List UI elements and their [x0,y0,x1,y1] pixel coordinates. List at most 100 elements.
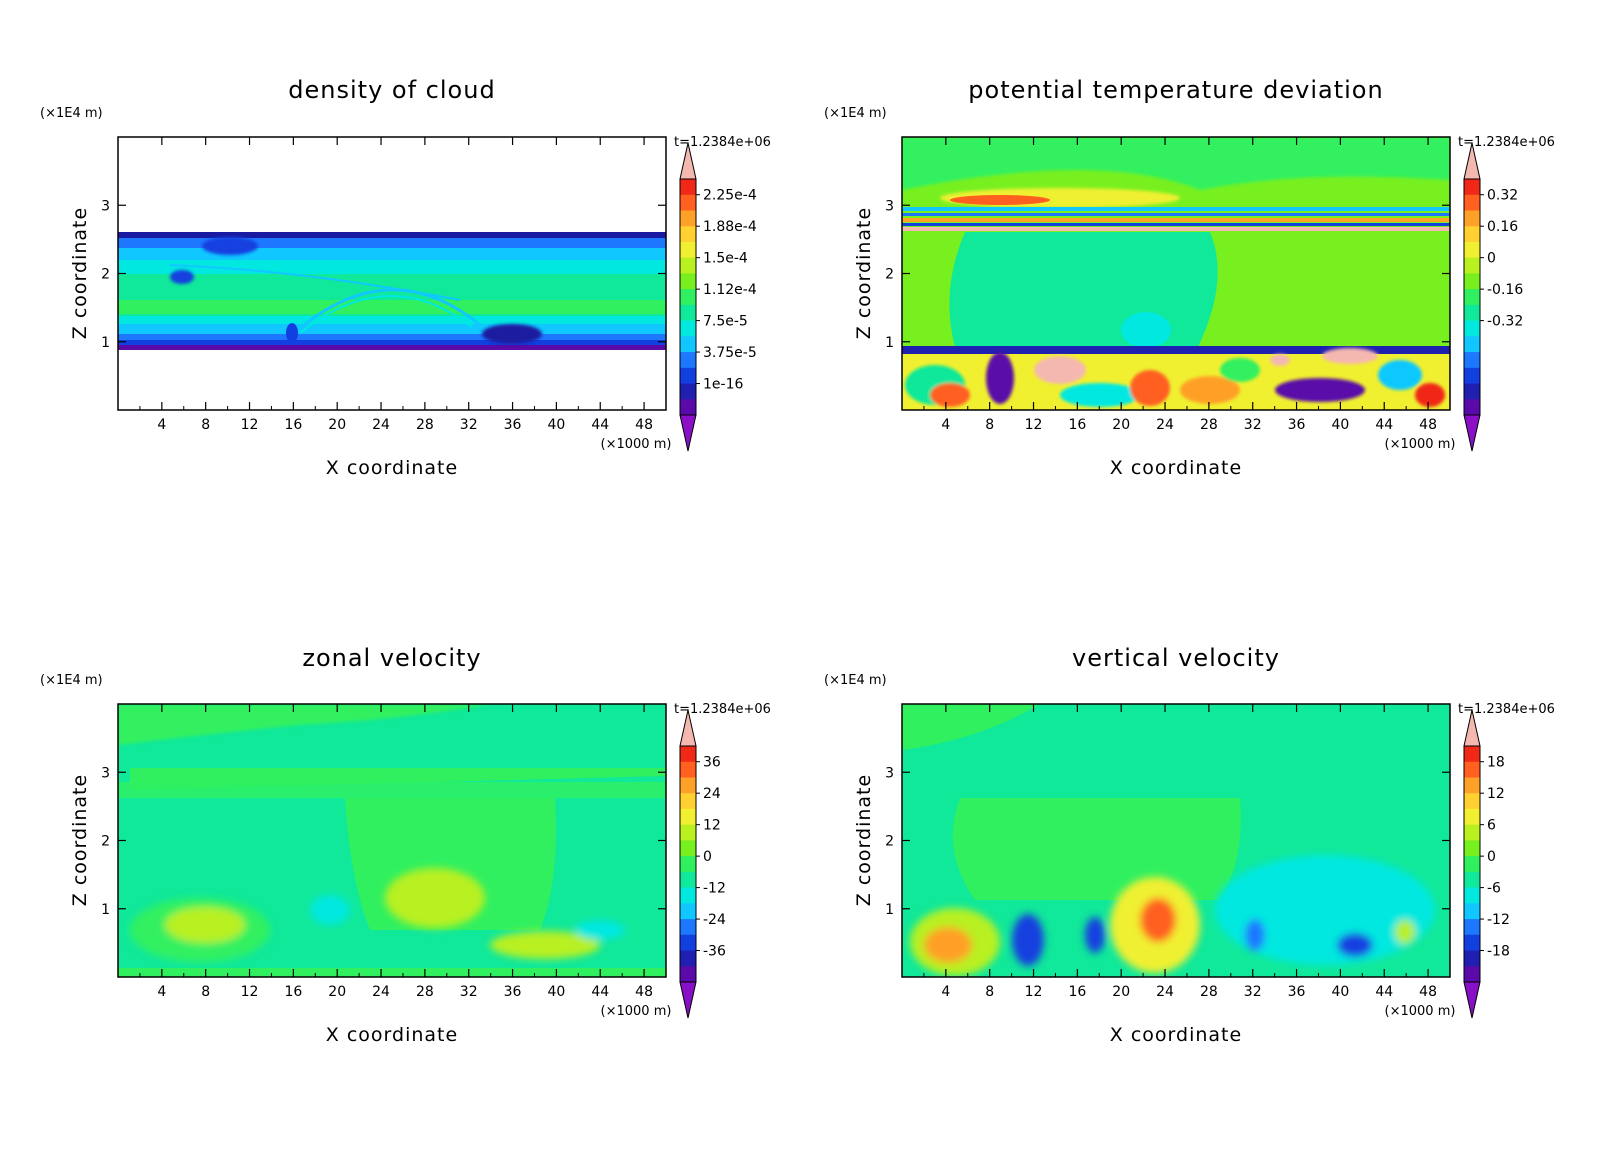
colorbar-label: -0.16 [1487,282,1523,298]
heatmap-field [118,137,666,410]
x-tick-label: 12 [1025,984,1043,1000]
x-tick-label: 20 [1112,417,1130,433]
colorbar-segment [1464,856,1480,873]
x-tick-label: 16 [1068,984,1086,1000]
colorbar-segment [680,210,696,227]
colorbar-segment [680,746,696,763]
x-tick-label: 36 [1288,984,1306,1000]
colorbar-segment [1464,304,1480,322]
x-tick-label: 12 [241,984,259,1000]
panel-vertical-velocity: vertical velocity (×1E4 m) t=1.2384e+06 … [824,644,1555,1046]
colorbar-label: -36 [703,944,726,960]
colorbar-label: -12 [703,881,726,897]
x-tick-label: 16 [284,984,302,1000]
x-unit-label: (×1000 m) [601,1004,672,1019]
colorbar-segment [680,793,696,810]
panel-title: zonal velocity [302,644,481,672]
colorbar-segment [680,336,696,353]
x-tick-label: 8 [201,984,210,1000]
y-tick-label: 2 [885,267,894,283]
x-tick-label: 4 [941,984,950,1000]
colorbar-segment [1464,383,1480,400]
x-tick-label: 12 [241,417,259,433]
y-axis-label: Z coordinate [853,207,875,339]
colorbar-label: 1.5e-4 [703,251,748,267]
y-axis-label: Z coordinate [69,774,91,906]
colorbar-label: 12 [1487,786,1505,802]
colorbar-segment [680,824,696,841]
colorbar-segment [680,226,696,243]
colorbar-segment [680,903,696,920]
panel-title: vertical velocity [1072,644,1280,672]
heatmap-field [902,704,1450,977]
x-tick-label: 36 [1288,417,1306,433]
x-tick-label: 4 [157,417,166,433]
x-axis-label: X coordinate [326,457,458,479]
x-tick-label: 32 [460,984,478,1000]
time-label: t=1.2384e+06 [674,135,771,150]
colorbar-segment [1464,367,1480,385]
y-tick-label: 1 [101,902,110,918]
colorbar-label: 0.32 [1487,188,1518,204]
colorbar-segment [1464,289,1480,306]
x-tick-label: 32 [1244,984,1262,1000]
time-label: t=1.2384e+06 [1458,702,1555,717]
colorbar-segment [680,808,696,826]
colorbar-segment [1464,352,1480,369]
x-tick-label: 20 [328,417,346,433]
colorbar-label: 1.88e-4 [703,219,757,235]
x-tick-label: 48 [1419,984,1437,1000]
colorbar-underflow-triangle [1463,414,1481,452]
colorbar-segment [680,761,696,778]
colorbar-segment [1464,257,1480,274]
colorbar-label: -24 [703,912,726,928]
colorbar-label: 6 [1487,818,1496,834]
x-tick-label: 48 [635,984,653,1000]
y-tick-label: 2 [885,834,894,850]
colorbar-segment [1464,210,1480,227]
colorbar-segment [1464,179,1480,196]
colorbar-segment [1464,320,1480,337]
colorbar-segment [1464,793,1480,810]
colorbar-label: 0 [1487,251,1496,267]
colorbar-segment [680,777,696,794]
x-tick-label: 32 [460,417,478,433]
colorbar-label: 3.75e-5 [703,345,757,361]
colorbar-segment [1464,887,1480,904]
y-unit-label: (×1E4 m) [40,106,103,121]
colorbar-segment [680,871,696,889]
colorbar-label: 0.16 [1487,219,1518,235]
colorbar-label: 0 [703,849,712,865]
colorbar-segment [1464,761,1480,778]
y-tick-label: 3 [885,198,894,214]
x-tick-label: 48 [635,417,653,433]
x-tick-label: 28 [416,984,434,1000]
y-axis-label: Z coordinate [69,207,91,339]
colorbar-segment [1464,746,1480,763]
x-tick-label: 24 [1156,984,1174,1000]
heatmap-field [118,704,666,977]
colorbar-underflow-triangle [1463,981,1481,1019]
colorbar-label: 12 [703,818,721,834]
colorbar-segment [1464,919,1480,936]
colorbar: 0.32 0.16 0 -0.16 -0.32 [1463,142,1523,452]
x-tick-label: 28 [416,417,434,433]
colorbar: 18 12 6 0 -6 -12 -18 [1463,709,1510,1019]
x-tick-label: 16 [284,417,302,433]
colorbar-label: 7.5e-5 [703,314,748,330]
x-tick-label: 40 [1331,984,1349,1000]
colorbar-segment [680,273,696,290]
y-tick-label: 1 [101,335,110,351]
y-tick-label: 2 [101,834,110,850]
colorbar-segment [680,383,696,400]
colorbar-segment [1464,950,1480,967]
x-tick-label: 24 [372,417,390,433]
x-axis-label: X coordinate [1110,1024,1242,1046]
x-tick-label: 40 [1331,417,1349,433]
x-tick-label: 44 [1375,984,1393,1000]
colorbar-label: -0.32 [1487,314,1523,330]
y-tick-label: 3 [885,765,894,781]
